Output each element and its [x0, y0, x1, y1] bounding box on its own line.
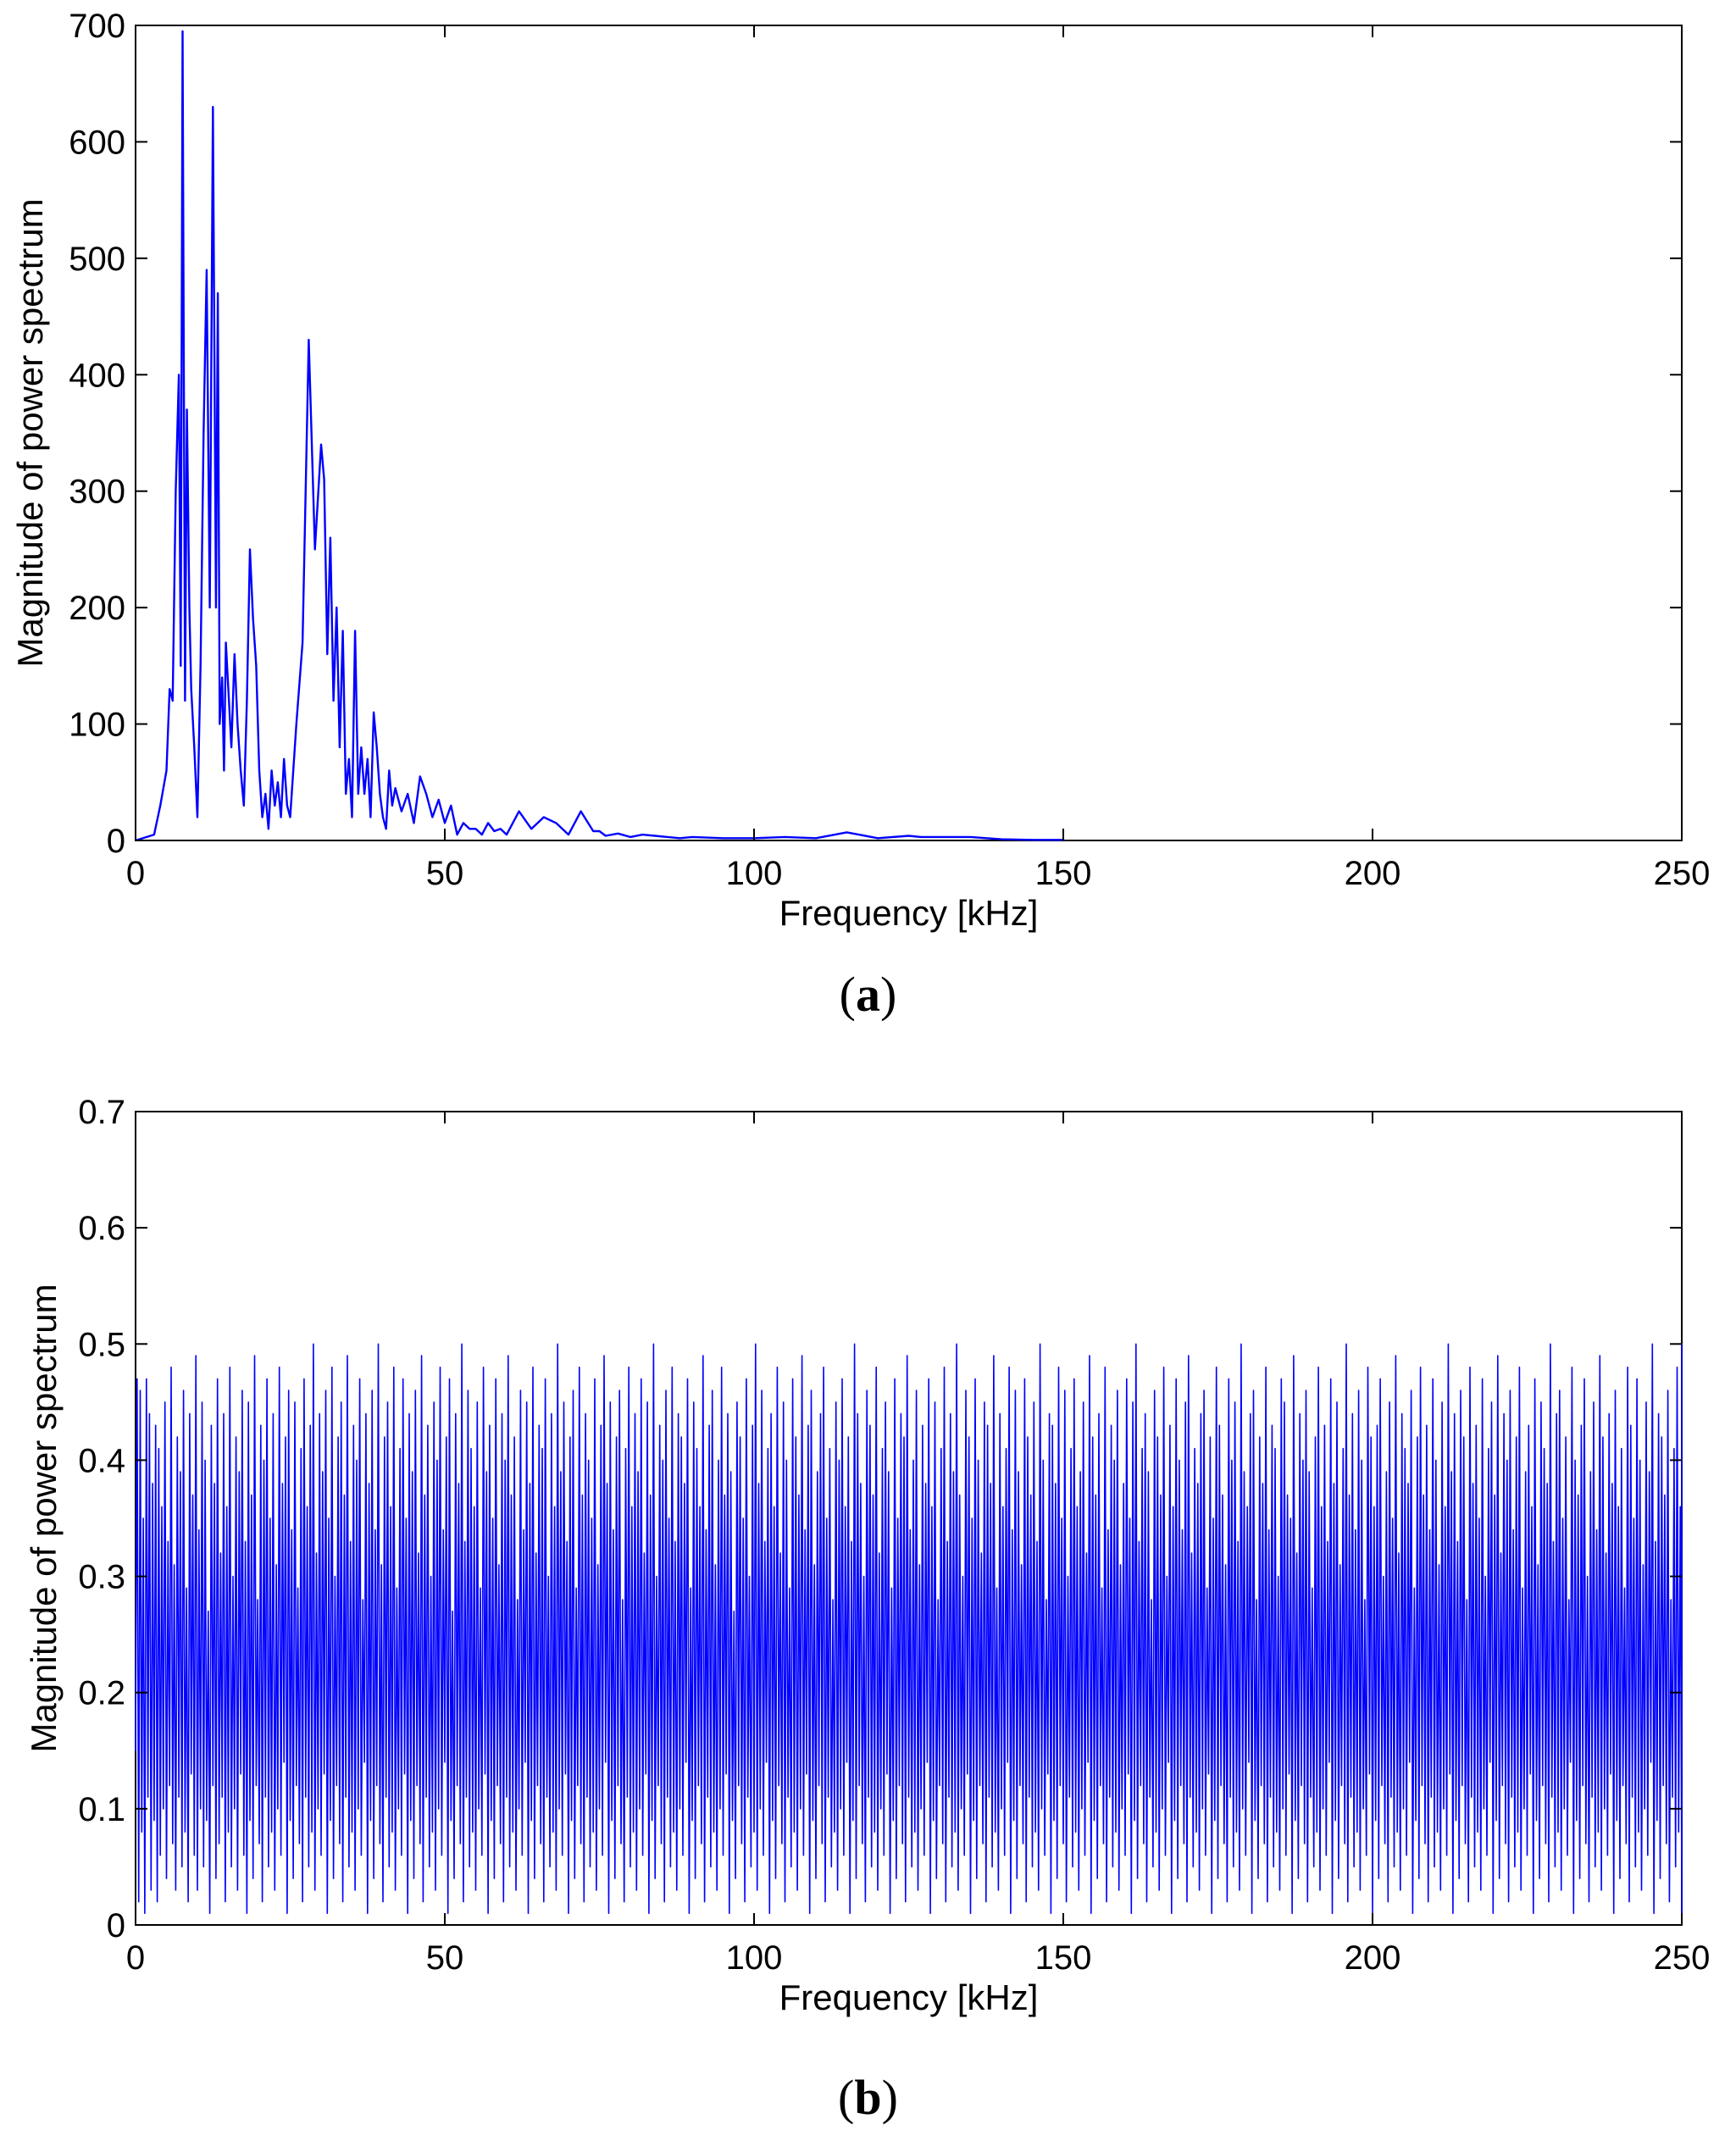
x-axis-label-b: Frequency [kHz] [779, 1977, 1039, 2017]
chart-a: 0 50 100 150 200 250 0 100 200 300 400 500 600 700 Fre… [10, 8, 1710, 933]
y-tick-label-b-3: 0.3 [78, 1559, 125, 1596]
x-tick-label-b-1: 50 [426, 1939, 464, 1977]
x-tick-label-a-0: 0 [126, 855, 145, 892]
x-tick-label-b-3: 150 [1035, 1939, 1092, 1977]
caption-b-letter: b [854, 2070, 882, 2125]
y-tick-label-a-3: 300 [69, 474, 125, 511]
y-tick-label-a-6: 600 [69, 124, 125, 161]
series-line-a-0 [135, 30, 1063, 842]
x-axis-label-a: Frequency [kHz] [779, 893, 1039, 933]
series-line-b-0 [135, 1343, 1683, 1915]
y-tick-label-a-2: 200 [69, 590, 125, 627]
y-axis-label-b: Magnitude of power spectrum [24, 1284, 64, 1752]
y-tick-label-b-1: 0.1 [78, 1791, 125, 1828]
y-tick-label-b-2: 0.2 [78, 1675, 125, 1712]
y-tick-label-a-4: 400 [69, 357, 125, 394]
x-tick-label-a-1: 50 [426, 855, 464, 892]
y-axis-label-a: Magnitude of power spectrum [10, 198, 50, 667]
x-tick-label-a-3: 150 [1035, 855, 1092, 892]
caption-a: (a) [839, 967, 897, 1022]
y-tick-label-a-5: 500 [69, 241, 125, 278]
caption-a-letter: a [856, 967, 880, 1022]
x-tick-label-b-2: 100 [726, 1939, 783, 1977]
y-tick-label-a-7: 700 [69, 8, 125, 45]
x-tick-label-a-4: 200 [1345, 855, 1401, 892]
x-tick-label-b-0: 0 [126, 1939, 145, 1977]
y-tick-label-a-0: 0 [107, 823, 125, 860]
x-tick-label-a-5: 250 [1654, 855, 1711, 892]
y-tick-label-b-4: 0.4 [78, 1442, 125, 1479]
y-tick-label-b-5: 0.5 [78, 1326, 125, 1363]
chart-b: 0 50 100 150 200 250 0 0.1 0.2 0.3 0.4 0.5 0.6 0.7 Fre… [24, 1094, 1710, 2017]
x-tick-label-b-5: 250 [1654, 1939, 1711, 1977]
x-tick-label-a-2: 100 [726, 855, 783, 892]
caption-b: (b) [838, 2070, 898, 2125]
y-tick-label-b-0: 0 [107, 1907, 125, 1944]
plot-area-a [135, 25, 1683, 841]
x-tick-label-b-4: 200 [1345, 1939, 1401, 1977]
y-tick-label-a-1: 100 [69, 707, 125, 744]
y-tick-label-b-6: 0.6 [78, 1210, 125, 1247]
y-tick-label-b-7: 0.7 [78, 1094, 125, 1131]
